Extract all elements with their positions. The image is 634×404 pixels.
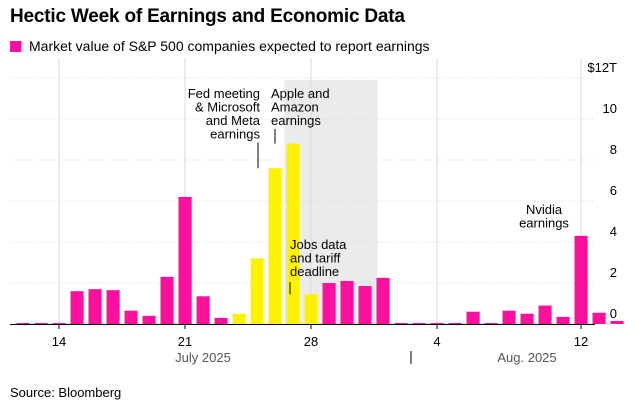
y-tick-label-5: 10 (603, 101, 617, 116)
legend: Market value of S&P 500 companies expect… (10, 38, 430, 54)
bar-2025-07-15 (70, 291, 84, 324)
bar-2025-08-05 (448, 322, 462, 324)
bar-2025-08-03 (412, 322, 426, 324)
bar-2025-07-22 (196, 296, 210, 324)
x-tick-label-2: 28 (304, 334, 318, 349)
bar-2025-08-06 (466, 311, 480, 324)
annotation-jobs-line-2: deadline (290, 264, 339, 279)
annotation-apple: Apple and Amazon earnings (271, 86, 330, 128)
annotation-fed-line-2: and Meta (206, 113, 261, 128)
bar-2025-07-19 (142, 315, 156, 324)
bar-2025-08-07 (484, 322, 498, 324)
bar-2025-07-30 (340, 280, 354, 324)
bar-2025-08-04 (430, 322, 444, 324)
bar-2025-08-09 (520, 313, 534, 324)
bar-2025-07-31 (358, 286, 372, 324)
y-tick-label-6: $12T (587, 60, 617, 75)
bar-2025-08-08 (502, 310, 516, 324)
bar-2025-07-20 (160, 276, 174, 324)
annotation-fed-line-0: Fed meeting (188, 86, 260, 101)
bar-2025-07-14 (52, 322, 66, 324)
source-note: Source: Bloomberg (10, 385, 122, 400)
bar-2025-08-13 (592, 312, 606, 324)
annotation-fed-line-3: earnings (210, 127, 260, 142)
bar-2025-07-17 (106, 290, 120, 324)
annotation-apple-line-1: Amazon (271, 100, 319, 115)
bar-2025-08-01 (376, 277, 390, 324)
bar-2025-07-23 (214, 317, 228, 324)
x-tick-label-4: 12 (574, 334, 588, 349)
bar-2025-07-21 (178, 196, 192, 324)
legend-swatch (10, 40, 21, 52)
annotation-apple-line-2: earnings (271, 113, 321, 128)
bar-2025-07-18 (124, 310, 138, 324)
bar-2025-08-11 (556, 316, 570, 324)
annotation-nvidia-line-0: Nvidia (526, 202, 563, 217)
y-tick-label-1: 2 (610, 265, 617, 280)
month-label-0: July 2025 (175, 350, 231, 365)
bar-2025-07-25 (250, 258, 264, 324)
bar-2025-08-14 (610, 320, 624, 324)
annotation-jobs: Jobs data and tariff deadline (290, 237, 347, 279)
legend-label: Market value of S&P 500 companies expect… (29, 38, 430, 54)
annotation-jobs-line-1: and tariff (290, 251, 341, 266)
y-tick-label-2: 4 (610, 224, 617, 239)
month-label-1: Aug. 2025 (497, 350, 556, 365)
bar-2025-07-16 (88, 289, 102, 324)
annotation-nvidia-line-1: earnings (519, 216, 569, 231)
annotation-fed-line-1: & Microsoft (195, 100, 260, 115)
bar-2025-07-24 (232, 313, 246, 324)
bar-2025-07-27 (286, 143, 300, 324)
bar-2025-07-13 (34, 322, 48, 324)
bar-2025-08-10 (538, 305, 552, 324)
bar-2025-07-12 (16, 323, 30, 324)
x-tick-label-3: 4 (433, 334, 440, 349)
y-tick-label-0: 0 (610, 306, 617, 321)
bar-2025-07-29 (322, 283, 336, 324)
annotation-apple-line-0: Apple and (271, 86, 330, 101)
annotation-nvidia: Nvidia earnings (519, 202, 569, 231)
y-tick-label-4: 8 (610, 142, 617, 157)
x-tick-label-0: 14 (52, 334, 66, 349)
annotation-jobs-line-0: Jobs data (290, 237, 347, 252)
bar-2025-07-26 (268, 168, 282, 324)
bar-2025-08-02 (394, 322, 408, 324)
bar-2025-07-28 (304, 294, 318, 324)
bar-2025-08-12 (574, 235, 588, 324)
chart-title: Hectic Week of Earnings and Economic Dat… (10, 6, 405, 27)
x-tick-label-1: 21 (178, 334, 192, 349)
y-tick-label-3: 6 (610, 183, 617, 198)
annotation-fed: Fed meeting & Microsoft and Meta earnings (188, 86, 261, 142)
